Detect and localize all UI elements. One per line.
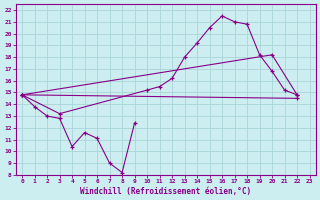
X-axis label: Windchill (Refroidissement éolien,°C): Windchill (Refroidissement éolien,°C): [80, 187, 252, 196]
